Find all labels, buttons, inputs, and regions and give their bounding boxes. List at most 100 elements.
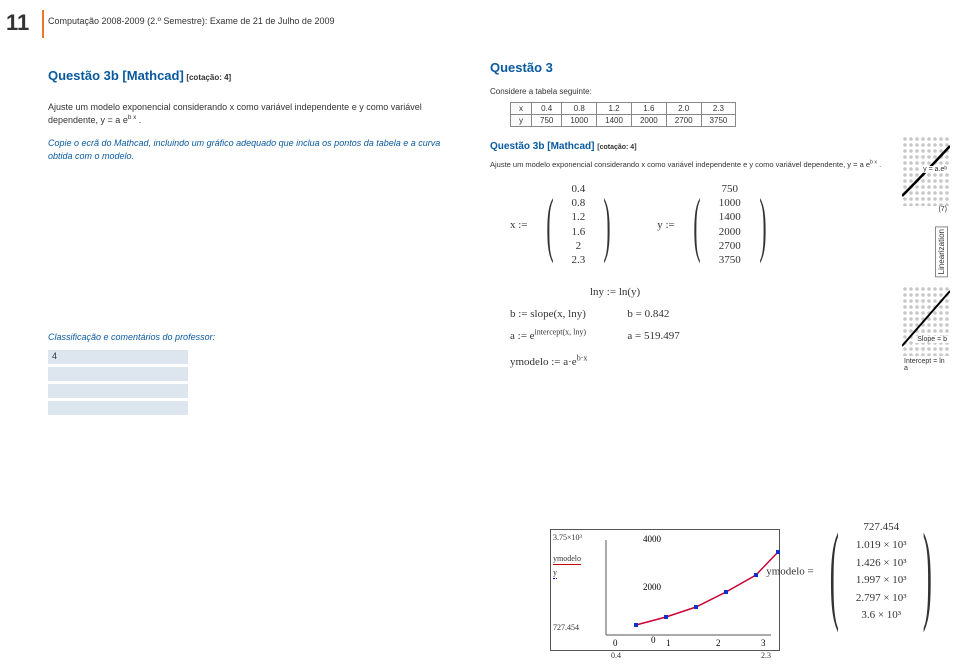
- a-def-formula: a := eintercept(x, lny): [510, 330, 587, 342]
- chart-xmin: 0.4: [611, 651, 621, 660]
- paren-icon: (: [546, 192, 553, 257]
- xtick: 3: [761, 638, 766, 648]
- left-column: Questão 3b [Mathcad] [cotação: 4] Ajuste…: [48, 68, 448, 415]
- side-linearization: Linearization: [935, 226, 948, 277]
- data-table: x 0.4 0.8 1.2 1.6 2.0 2.3 y 750 1000 140…: [510, 102, 736, 127]
- vec-val: 1000: [719, 196, 741, 210]
- ymod-val: 1.019 × 10³: [856, 537, 907, 555]
- right-subtitle-text: Questão 3b [Mathcad]: [490, 141, 594, 152]
- ymod-val: 2.797 × 10³: [856, 590, 907, 608]
- vec-val: 3750: [719, 253, 741, 267]
- right-cotacao: [cotação: 4]: [597, 144, 636, 151]
- prof-label: Classificação e comentários do professor…: [48, 332, 448, 342]
- vectors-row: x := ( 0.4 0.8 1.2 1.6 2 2.3 ) y := ( 75…: [510, 182, 950, 268]
- right-subtitle: Questão 3b [Mathcad] [cotação: 4]: [490, 141, 950, 152]
- vec-val: 1.2: [572, 210, 586, 224]
- vec-x-col: 0.4 0.8 1.2 1.6 2 2.3: [572, 182, 586, 268]
- lny-formula: lny := ln(y): [590, 286, 950, 298]
- exp-superscript: b x: [128, 114, 136, 121]
- exp-superscript-r: b x: [870, 160, 877, 166]
- side-i7: (7): [936, 206, 949, 213]
- paren-icon: ): [604, 192, 611, 257]
- paren-icon: (: [693, 192, 700, 257]
- question-title-text: Questão 3b [Mathcad]: [48, 68, 184, 83]
- ymod-def-formula: ymodelo := a·eb·x: [510, 356, 587, 368]
- a-def-text: a := e: [510, 330, 535, 342]
- vec-val: 1.6: [572, 225, 586, 239]
- paren-icon: ): [923, 527, 932, 617]
- chart-svg: 4000 2000 0 0 1 2 3: [551, 530, 781, 652]
- paren-icon: (: [830, 527, 839, 617]
- grade-box-empty-2: [48, 384, 188, 398]
- table-y-label: y: [511, 115, 532, 127]
- ymod-label: ymodelo =: [766, 566, 813, 578]
- side-pattern: [902, 136, 950, 486]
- table-cell: 2700: [666, 115, 701, 127]
- table-cell: 750: [532, 115, 562, 127]
- side-graph: y = a.eᵇ (7) Linearization Slope = b Int…: [902, 136, 950, 486]
- ymod-col: 727.454 1.019 × 10³ 1.426 × 10³ 1.997 × …: [856, 519, 907, 625]
- vec-val: 0.8: [572, 196, 586, 210]
- header-text: Computação 2008-2009 (2.º Semestre): Exa…: [48, 16, 334, 26]
- ymod-def-text: ymodelo := a·e: [510, 356, 577, 368]
- ytick: 4000: [643, 534, 662, 544]
- vec-x-label: x :=: [510, 219, 528, 231]
- question-cotacao: [cotação: 4]: [186, 73, 231, 82]
- table-cell: 1000: [562, 115, 597, 127]
- vec-val: 2700: [719, 239, 741, 253]
- table-cell: 2000: [631, 115, 666, 127]
- a-exp: intercept(x, lny): [535, 327, 587, 336]
- grade-box: 4: [48, 350, 188, 364]
- table-cell: 1400: [597, 115, 632, 127]
- side-intercept: Intercept = ln a: [902, 358, 949, 372]
- right-body-text: Ajuste um modelo exponencial considerand…: [490, 160, 870, 169]
- grade-box-empty-3: [48, 401, 188, 415]
- ymod-val: 1.426 × 10³: [856, 555, 907, 573]
- b-slope-formula: b := slope(x, lny): [510, 308, 587, 320]
- grade-box-empty-1: [48, 367, 188, 381]
- table-cell: 0.4: [532, 103, 562, 115]
- consider-text: Considere a tabela seguinte:: [490, 87, 950, 96]
- ytick: 0: [651, 635, 656, 645]
- ytick: 2000: [643, 582, 662, 592]
- side-slope: Slope = b: [915, 336, 949, 343]
- question-paragraph: Ajuste um modelo exponencial considerand…: [48, 102, 422, 125]
- chart-box: 3.75×10³ ymodelo y 727.454 4000 2000 0 0…: [550, 529, 780, 651]
- ymodelo-result: ymodelo = ( 727.454 1.019 × 10³ 1.426 × …: [766, 519, 946, 625]
- xtick: 2: [716, 638, 721, 648]
- vec-val: 2: [572, 239, 586, 253]
- xtick: 0: [613, 638, 618, 648]
- vec-val: 1400: [719, 210, 741, 224]
- right-body: Ajuste um modelo exponencial considerand…: [490, 160, 950, 170]
- xtick: 1: [666, 638, 671, 648]
- ymod-val: 3.6 × 10³: [856, 607, 907, 625]
- side-eq1: y = a.eᵇ: [921, 166, 949, 173]
- page-number: 11: [6, 10, 29, 36]
- vec-y-col: 750 1000 1400 2000 2700 3750: [719, 182, 741, 268]
- chart-xmax: 2.3: [761, 651, 771, 660]
- ymod-val: 1.997 × 10³: [856, 572, 907, 590]
- a-val: a = 519.497: [627, 330, 679, 342]
- paren-icon: ): [759, 192, 766, 257]
- table-cell: 3750: [701, 115, 736, 127]
- table-cell: 2.3: [701, 103, 736, 115]
- vec-val: 2000: [719, 225, 741, 239]
- vec-y-label: y :=: [657, 219, 675, 231]
- ymod-val: 727.454: [856, 519, 907, 537]
- vec-val: 0.4: [572, 182, 586, 196]
- right-column: Questão 3 Considere a tabela seguinte: x…: [490, 60, 950, 655]
- table-cell: 0.8: [562, 103, 597, 115]
- vec-val: 750: [719, 182, 741, 196]
- vec-val: 2.3: [572, 253, 586, 267]
- table-cell: 1.6: [631, 103, 666, 115]
- b-val: b = 0.842: [627, 308, 679, 320]
- table-cell: 1.2: [597, 103, 632, 115]
- table-x-label: x: [511, 103, 532, 115]
- question-note: Copie o ecrã do Mathcad, incluindo um gr…: [48, 137, 448, 162]
- table-cell: 2.0: [666, 103, 701, 115]
- ymod-exp: b·x: [577, 353, 588, 362]
- header-divider: [42, 10, 44, 38]
- question-body: Ajuste um modelo exponencial considerand…: [48, 101, 448, 127]
- question-title: Questão 3b [Mathcad] [cotação: 4]: [48, 68, 448, 83]
- right-title: Questão 3: [490, 60, 950, 75]
